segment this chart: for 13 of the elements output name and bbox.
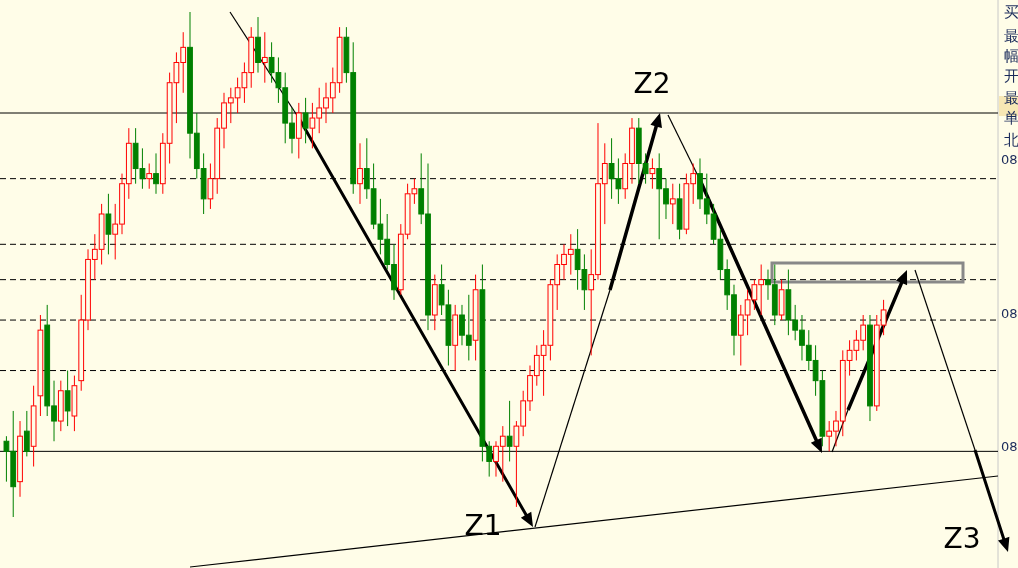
text: 最 <box>1004 89 1018 108</box>
text: 08 <box>1001 305 1018 321</box>
text: 北 <box>1004 131 1018 150</box>
text: 买 <box>1004 3 1018 22</box>
text: 开 <box>1004 67 1018 86</box>
text: 08 <box>1001 151 1018 167</box>
text: 08 <box>1001 438 1018 454</box>
text: 幅 <box>1004 47 1018 66</box>
text: 单 <box>1004 109 1018 128</box>
text: 最 <box>1004 27 1018 46</box>
annotation: Z1 <box>464 508 502 542</box>
text: Z3 <box>943 521 981 555</box>
annotation: Z2 <box>633 66 671 100</box>
